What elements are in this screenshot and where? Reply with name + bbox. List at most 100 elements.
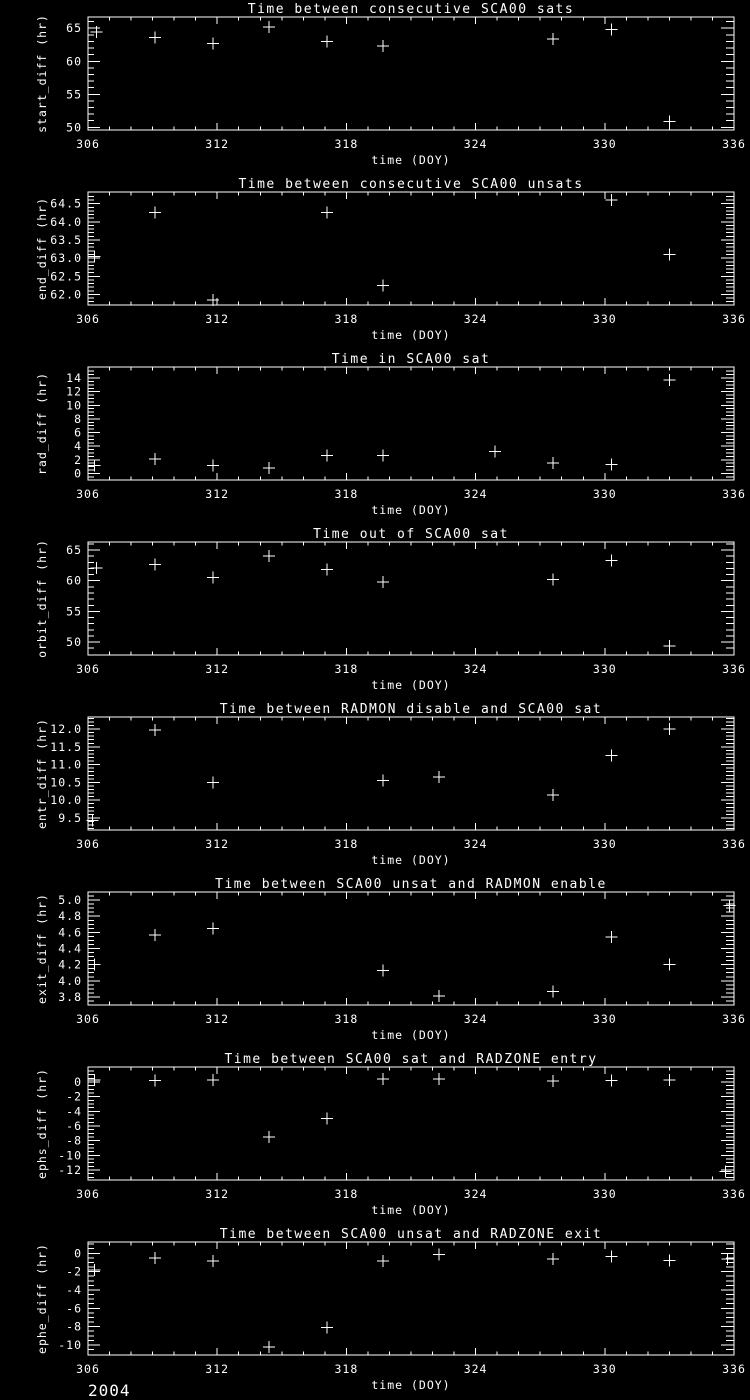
y-tick-label: 12.0 [50,722,82,736]
y-tick-label: 10.0 [50,793,82,807]
data-point [148,724,161,737]
data-point [377,964,390,977]
y-tick-label: 4.0 [58,974,82,988]
x-tick-label: 336 [722,1362,746,1376]
x-axis-label: time (DOY) [371,1378,450,1392]
x-tick-label: 336 [722,837,746,851]
plot-title: Time in SCA00 sat [332,352,491,367]
x-tick-label: 312 [205,837,229,851]
data-point [605,23,618,36]
y-tick-label: 4 [74,439,82,453]
y-tick-label: 11.5 [50,740,82,754]
y-tick-label: -12 [58,1163,82,1177]
y-tick-label: 14 [66,371,82,385]
y-tick-label: 2 [74,453,82,467]
plot-title: Time between SCA00 unsat and RADZONE exi… [220,1227,602,1242]
x-tick-label: 312 [205,1012,229,1026]
data-point [377,40,390,53]
y-tick-label: 5.0 [58,893,82,907]
data-point [432,771,445,784]
data-point [86,814,99,827]
data-point [148,1251,161,1264]
data-point [663,1073,676,1086]
y-tick-label: 4.6 [58,925,82,939]
data-point [148,1074,161,1087]
y-axis-label: ephs_diff (hr) [35,1068,49,1179]
x-tick-label: 330 [593,1012,617,1026]
x-axis-label: time (DOY) [371,678,450,692]
data-point [148,206,161,219]
year-label: 2004 [88,1381,131,1400]
y-tick-label: 65 [66,21,82,35]
data-point [547,1252,560,1265]
y-tick-label: 64.0 [50,215,82,229]
data-point [148,928,161,941]
data-point [206,459,219,472]
data-point [206,37,219,50]
data-point [88,250,101,263]
data-point [605,1074,618,1087]
scatter-plot-5: Time between RADMON disable and SCA00 sa… [0,700,750,875]
data-point [663,639,676,652]
data-point [321,449,334,462]
data-point [432,1073,445,1086]
data-point [377,774,390,787]
y-tick-label: 12 [66,385,82,399]
y-tick-label: 60 [66,54,82,68]
x-axis-label: time (DOY) [371,1203,450,1217]
data-point [488,445,501,458]
x-tick-label: 312 [205,312,229,326]
data-point [262,1131,275,1144]
x-axis-label: time (DOY) [371,1028,450,1042]
y-tick-label: 10.5 [50,775,82,789]
scatter-plot-4: Time out of SCA00 sat 306 312 318 324 330 336 5… [0,525,750,700]
x-axis-label: time (DOY) [371,853,450,867]
scatter-plot-7: Time between SCA00 sat and RADZONE entry… [0,1050,750,1225]
data-point [206,293,219,306]
x-tick-label: 330 [593,137,617,151]
plot-title: Time between consecutive SCA00 unsats [238,177,583,192]
x-tick-label: 318 [335,662,359,676]
data-point [721,1252,734,1265]
data-point [206,776,219,789]
x-tick-label: 318 [335,1362,359,1376]
data-point [547,985,560,998]
x-tick-label: 336 [722,662,746,676]
x-tick-label: 306 [76,1362,100,1376]
y-tick-label: -10 [58,1338,82,1352]
y-tick-label: -8 [66,1320,82,1334]
data-point [148,31,161,44]
x-tick-label: 312 [205,1362,229,1376]
y-tick-label: 9.5 [58,811,82,825]
data-point [377,575,390,588]
y-tick-label: 63.5 [50,233,82,247]
data-point [663,115,676,128]
data-point [321,1321,334,1334]
data-point [719,1165,732,1178]
data-point [377,449,390,462]
scatter-plot-2: Time between consecutive SCA00 unsats 306… [0,175,750,350]
plot-title: Time between RADMON disable and SCA00 sa… [220,702,602,717]
x-tick-label: 318 [335,1012,359,1026]
scatter-plot-6: Time between SCA00 unsat and RADMON enab… [0,875,750,1050]
data-point [547,1075,560,1088]
y-tick-label: 64.5 [50,197,82,211]
y-tick-label: 62.5 [50,269,82,283]
x-tick-label: 324 [464,137,488,151]
y-tick-label: -4 [66,1283,82,1297]
data-point [432,990,445,1003]
data-point [321,206,334,219]
y-axis-label: ephe_diff (hr) [35,1243,49,1354]
y-axis-label: exit_diff (hr) [35,893,49,1004]
data-point [321,563,334,576]
scatter-plot-1: Time between consecutive SCA00 sats 306 31… [0,0,750,175]
plot-title: Time between SCA00 sat and RADZONE entry [224,1052,597,1067]
x-tick-label: 306 [76,487,100,501]
x-tick-label: 324 [464,1362,488,1376]
y-tick-label: -2 [66,1265,82,1279]
y-tick-label: 4.2 [58,958,82,972]
y-tick-label: 0 [74,466,82,480]
data-point [262,462,275,475]
